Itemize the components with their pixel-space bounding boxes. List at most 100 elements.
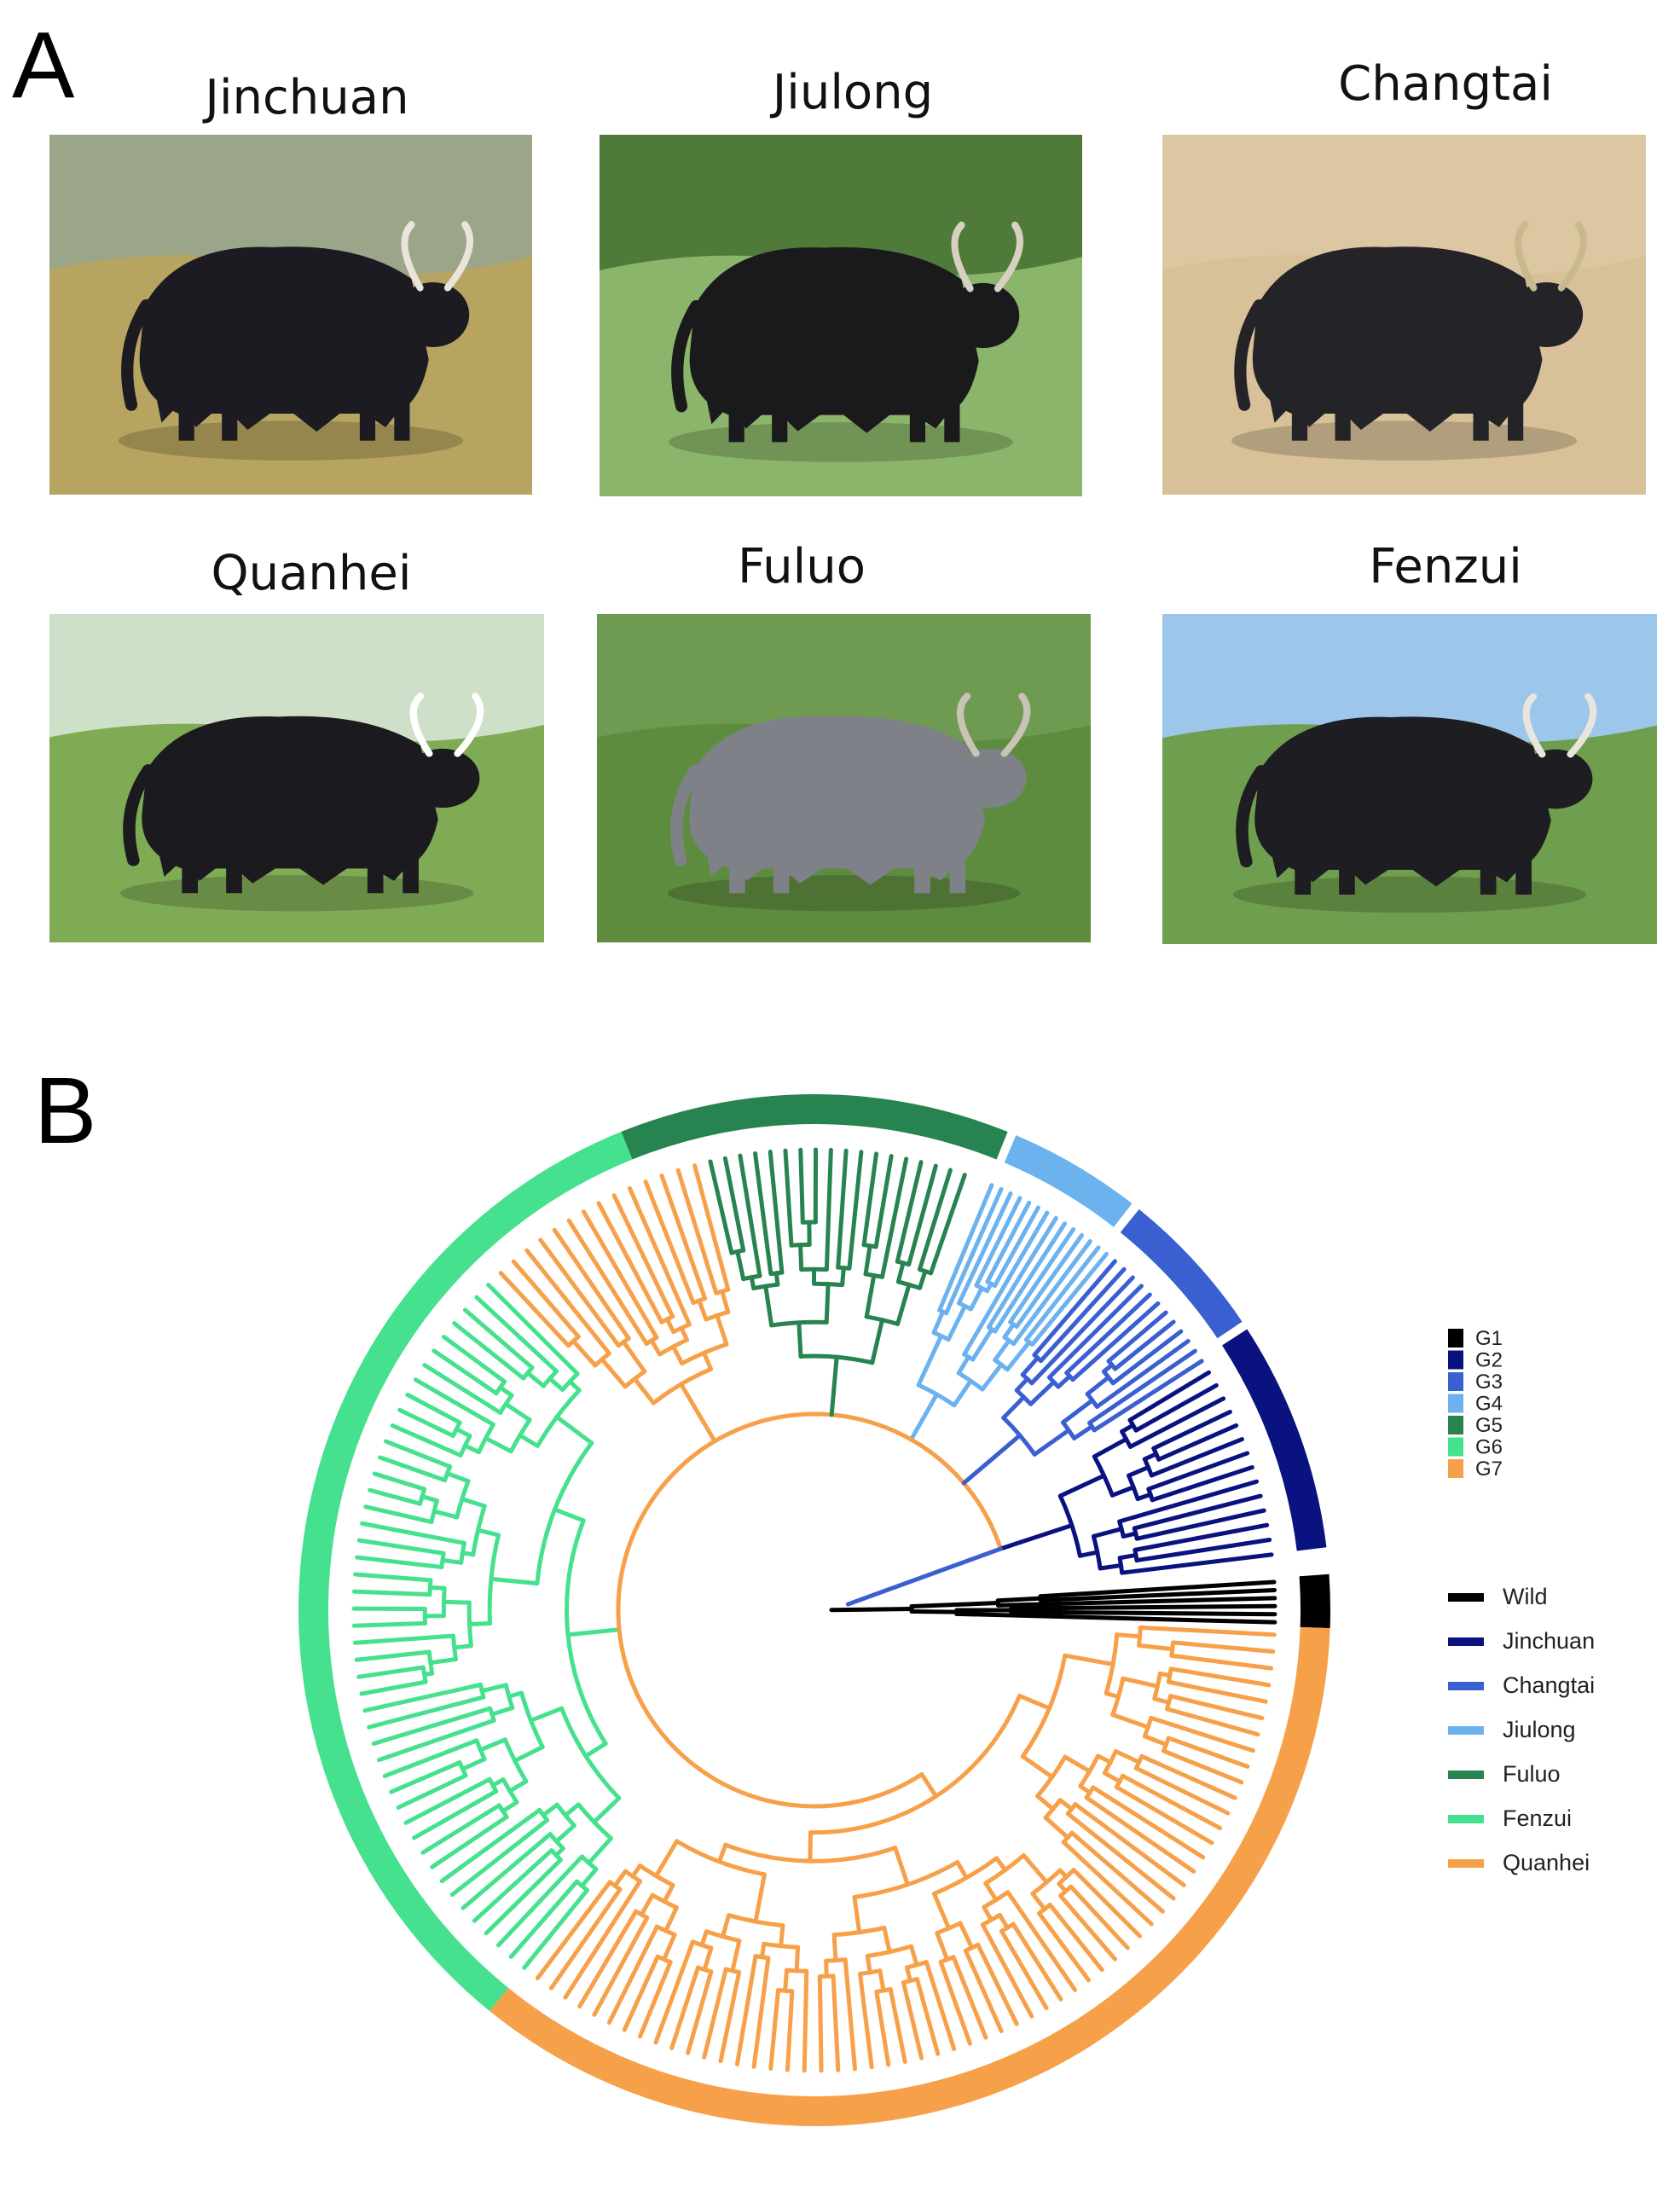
photo-fuluo-yak xyxy=(597,614,1091,942)
tree-leaf-branch xyxy=(403,1776,492,1825)
yak-tail xyxy=(1236,765,1268,868)
tree-branch xyxy=(1092,1436,1129,1459)
yak-leg xyxy=(909,397,926,443)
tree-branch xyxy=(1043,1815,1070,1840)
tree-leaf-branch xyxy=(1084,1795,1196,1874)
tree-leaf-branch xyxy=(1150,1464,1254,1503)
tree-branch xyxy=(1102,1771,1122,1784)
yak-leg xyxy=(773,852,790,894)
tree-leaf-branch xyxy=(914,1976,941,2056)
tree-leaf-branch xyxy=(980,1922,1034,2019)
yak-horn xyxy=(1567,693,1597,758)
tree-leaf-branch xyxy=(659,1174,708,1301)
group-legend-swatch xyxy=(1448,1350,1463,1370)
tree-leaf-branch xyxy=(1156,1423,1239,1462)
tree-leaf-branch xyxy=(524,1248,611,1356)
tree-leaf-branch xyxy=(1008,1226,1076,1324)
tree-leaf-branch xyxy=(924,1960,957,2052)
tree-leaf-branch xyxy=(439,1807,542,1884)
tree-branch xyxy=(1127,1464,1150,1478)
tree-leaf-branch xyxy=(974,1196,1022,1288)
backbone-branch xyxy=(691,1402,717,1444)
yak-leg xyxy=(949,852,966,894)
tree-leaf-branch xyxy=(1046,1284,1144,1380)
yak-illustration xyxy=(600,135,1082,496)
tree-leaf-branch xyxy=(1149,1437,1244,1478)
tree-leaf-branch xyxy=(638,1960,673,2039)
tree-branch xyxy=(565,1627,622,1637)
backbone-arc xyxy=(616,1411,1003,1809)
tree-backbone xyxy=(616,1391,1023,1809)
tree-branch xyxy=(518,1433,540,1448)
yak-leg xyxy=(1335,395,1351,441)
tree-branch xyxy=(653,1839,680,1879)
tree-leaf-branch xyxy=(768,1149,785,1275)
clade-g7 xyxy=(498,1163,731,1407)
tree-branch xyxy=(427,1585,447,1591)
yak-shadow xyxy=(1231,420,1577,461)
group-legend-swatch xyxy=(1448,1416,1463,1434)
tree-leaf-branch xyxy=(352,1633,456,1645)
tree-leaf-branch xyxy=(653,1939,695,2045)
tree-leaf-branch xyxy=(495,1854,584,1948)
ring-segment-jiulong xyxy=(1004,1135,1133,1227)
tree-leaf-branch xyxy=(627,1185,692,1327)
tree-leaf-branch xyxy=(718,1970,742,2064)
tree-leaf-branch xyxy=(1151,1410,1232,1451)
tree-branch xyxy=(1020,1754,1055,1780)
tree-branch xyxy=(428,1657,458,1666)
tree-leaf-branch xyxy=(999,1928,1049,2010)
tree-leaf-branch xyxy=(783,1148,794,1248)
tree-branch xyxy=(441,1599,472,1605)
yak-figure xyxy=(123,693,484,894)
tree-branch xyxy=(753,1872,767,1924)
yak-leg xyxy=(367,852,384,894)
yak-illustration xyxy=(1162,614,1657,944)
group-legend-swatch xyxy=(1448,1394,1463,1413)
tree-leaf-branch xyxy=(508,1879,579,1959)
tree-branch xyxy=(432,1509,460,1520)
tree-branch xyxy=(1063,1653,1115,1666)
tree-leaf-branch xyxy=(951,1955,988,2040)
tree-branch xyxy=(720,1289,731,1314)
clade-g3 xyxy=(994,1259,1204,1458)
group-legend-swatch xyxy=(1448,1459,1463,1478)
tree-branch xyxy=(662,1883,675,1904)
tree-leaf-branch xyxy=(873,1154,894,1249)
tree-branch xyxy=(870,1318,885,1365)
tree-leaf-branch xyxy=(1134,1508,1266,1541)
tree-branch xyxy=(946,1303,968,1342)
tree-leaf-branch xyxy=(1069,1884,1130,1950)
yak-head xyxy=(1518,749,1593,809)
yak-fur-skirt xyxy=(698,819,976,885)
tree-leaf-branch xyxy=(355,1555,444,1570)
yak-figure xyxy=(1234,221,1587,441)
yak-head xyxy=(1510,282,1584,347)
tree-leaf-branch xyxy=(384,1439,453,1469)
tree-branch xyxy=(697,1298,709,1322)
tree-leaf-branch xyxy=(1091,1785,1206,1860)
tree-leaf-branch xyxy=(390,1423,463,1458)
tree-leaf-branch xyxy=(359,1679,428,1696)
tree-leaf-branch xyxy=(566,1218,649,1346)
tree-leaf-branch xyxy=(356,1665,426,1679)
tree-branch xyxy=(893,1846,910,1887)
tree-branch xyxy=(994,1856,1008,1873)
tree-leaf-branch xyxy=(372,1471,427,1492)
tree-branch xyxy=(541,1802,559,1817)
tree-branch xyxy=(904,1965,912,1984)
tree-branch xyxy=(730,1939,742,1973)
breed-ring xyxy=(298,1094,1330,2126)
tree-leaf-branch xyxy=(1133,1382,1219,1433)
yak-horn xyxy=(1515,221,1538,292)
tree-branch xyxy=(1152,1696,1172,1705)
tree-leaf-branch xyxy=(371,1706,493,1747)
tree-leaf-branch xyxy=(976,1942,1019,2026)
yak-leg xyxy=(772,397,788,443)
ring-segment-wild xyxy=(1299,1574,1330,1629)
tree-leaf-branch xyxy=(802,1968,809,2073)
tree-branch xyxy=(525,1371,546,1388)
tree-leaf-branch xyxy=(734,1954,758,2066)
tree-branch xyxy=(679,1382,696,1407)
photo-title-jinchuan: Jinchuan xyxy=(205,70,409,125)
